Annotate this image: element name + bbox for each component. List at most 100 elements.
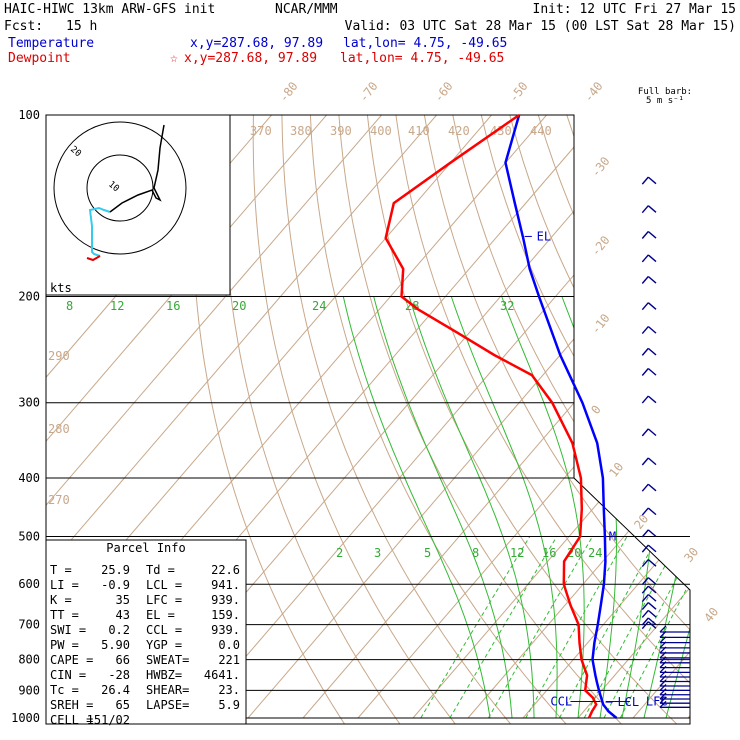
wind-barb-feather bbox=[641, 594, 649, 602]
isotherm-label: -60 bbox=[431, 79, 455, 105]
dry-adiabat-label: 390 bbox=[330, 124, 352, 138]
wind-barb-feather bbox=[641, 254, 649, 263]
wind-barb-feather bbox=[641, 326, 649, 334]
isotherm-label: 20 bbox=[631, 512, 651, 532]
dewpoint-latlon: lat,lon= 4.75, -49.65 bbox=[340, 51, 504, 66]
init-time: Init: 12 UTC Fri 27 Mar 15 bbox=[533, 2, 737, 17]
wind-barb bbox=[647, 585, 657, 594]
parcel-row-value-a: 65 bbox=[116, 698, 130, 712]
wind-barb-feather bbox=[641, 205, 649, 214]
mixing-ratio-label: 3 bbox=[374, 546, 381, 560]
parcel-row-value-b: 159. bbox=[211, 608, 240, 622]
parcel-row-label-b: Td = bbox=[146, 563, 175, 577]
mixing-ratio-label: 8 bbox=[472, 546, 479, 560]
wind-barb-feather bbox=[641, 302, 649, 311]
parcel-row-label-a: Tc = bbox=[50, 683, 79, 697]
isotherm-line bbox=[577, 115, 690, 719]
dry-adiabat-line bbox=[709, 115, 740, 731]
wind-barb-feather bbox=[641, 457, 649, 466]
parcel-row-label-a: LI = bbox=[50, 578, 79, 592]
wind-barb-feather bbox=[641, 544, 649, 553]
wind-barb bbox=[647, 483, 657, 492]
wind-barb bbox=[647, 275, 657, 284]
wind-barb bbox=[647, 428, 657, 437]
pressure-tick-label: 100 bbox=[18, 108, 40, 122]
moist-adiabat-label: 16 bbox=[166, 299, 180, 313]
dry-adiabat-line bbox=[338, 115, 629, 724]
moist-adiabat-line bbox=[408, 296, 535, 718]
parcel-row-label-a: CIN = bbox=[50, 668, 86, 682]
dry-adiabat-line bbox=[252, 115, 461, 724]
dry-adiabat-line bbox=[623, 115, 690, 724]
wind-barb-feather bbox=[641, 609, 649, 618]
wind-barb bbox=[647, 617, 657, 626]
parcel-row-value-a: 43 bbox=[116, 608, 130, 622]
moist-adiabat-label: 32 bbox=[500, 299, 514, 313]
isotherm-line bbox=[46, 115, 437, 719]
parcel-row-label-b: CCL = bbox=[146, 623, 182, 637]
pressure-tick-label: 600 bbox=[18, 577, 40, 591]
wind-barb-feather bbox=[659, 688, 667, 696]
wind-barb bbox=[647, 559, 657, 567]
mixing-ratio-line bbox=[488, 536, 593, 719]
parcel-row-value-a: 66 bbox=[116, 653, 130, 667]
parcel-row-value-b: 0.0 bbox=[218, 638, 240, 652]
temperature-legend: Temperature bbox=[8, 36, 94, 51]
wind-barb bbox=[647, 544, 657, 553]
moist-adiabat-label: 20 bbox=[232, 299, 246, 313]
wind-barb-feather bbox=[659, 656, 667, 664]
pressure-tick-label: 500 bbox=[18, 529, 40, 543]
fcst-value: 15 h bbox=[66, 19, 97, 34]
dry-adiabat-line bbox=[423, 115, 690, 724]
wind-barb bbox=[647, 347, 657, 356]
isotherm-label: 30 bbox=[681, 545, 701, 565]
dry-adiabat-label: 410 bbox=[408, 124, 430, 138]
mixing-ratio-line bbox=[619, 536, 690, 719]
wind-barb bbox=[647, 529, 657, 538]
wind-barb bbox=[647, 507, 657, 516]
model-title: HAIC-HIWC 13km ARW-GFS init bbox=[4, 2, 215, 17]
dry-adiabat-label: 420 bbox=[448, 124, 470, 138]
parcel-info-title: Parcel Info bbox=[106, 541, 185, 555]
isotherm-line bbox=[46, 115, 382, 719]
wind-barb-feather bbox=[659, 670, 667, 678]
parcel-row-label-b: LAPSE= bbox=[146, 698, 189, 712]
isotherm-label: 40 bbox=[701, 605, 721, 625]
dry-adiabat-label: 400 bbox=[370, 124, 392, 138]
parcel-row-label-b: LFC = bbox=[146, 593, 182, 607]
dry-adiabat-line bbox=[651, 115, 690, 724]
wind-barb-feather bbox=[641, 231, 649, 239]
parcel-row-label-a: T = bbox=[50, 563, 72, 577]
mixing-ratio-line bbox=[583, 536, 682, 719]
annotation-lfc: LFC bbox=[646, 695, 668, 709]
wind-barb bbox=[647, 395, 657, 404]
wind-barb-feather bbox=[659, 700, 667, 708]
isotherm-line bbox=[687, 115, 690, 719]
parcel-row-value-a: 25.9 bbox=[101, 563, 130, 577]
wind-barb-feather bbox=[659, 636, 667, 644]
moist-adiabat-label: 12 bbox=[110, 299, 124, 313]
isotherm-line bbox=[46, 115, 327, 719]
wind-barb bbox=[647, 609, 657, 618]
wind-barb-feather bbox=[659, 641, 667, 649]
wind-barb-feather bbox=[659, 675, 667, 682]
mixing-ratio-line bbox=[603, 536, 690, 719]
dewpoint-profile-line bbox=[384, 113, 598, 719]
parcel-row-label-b: YGP = bbox=[146, 638, 182, 652]
mixing-ratio-line bbox=[420, 536, 531, 719]
wind-barb-feather bbox=[641, 585, 649, 594]
wind-barb-feather bbox=[659, 683, 667, 691]
parcel-row-value-b: 939. bbox=[211, 623, 240, 637]
moist-adiabat-line bbox=[665, 296, 690, 719]
parcel-row-label-a: K = bbox=[50, 593, 72, 607]
parcel-row-value-a: -28 bbox=[108, 668, 130, 682]
dewpoint-xy: x,y=287.68, 97.89 bbox=[184, 51, 317, 66]
mixing-ratio-label: 12 bbox=[510, 546, 524, 560]
parcel-row-label-a: SREH = bbox=[50, 698, 93, 712]
wind-barb-feather bbox=[641, 621, 649, 630]
isotherm-label: -10 bbox=[588, 311, 612, 337]
hodograph-units-label: kts bbox=[50, 281, 72, 295]
moist-adiabat-line bbox=[621, 296, 657, 719]
wind-barb bbox=[647, 176, 657, 185]
wind-barb bbox=[647, 577, 657, 585]
